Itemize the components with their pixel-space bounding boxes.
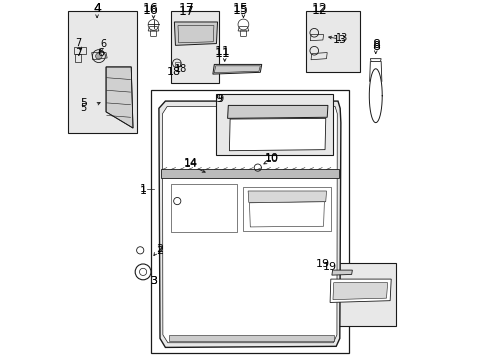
Text: 2: 2: [156, 246, 163, 256]
Text: 9: 9: [215, 94, 222, 104]
Text: 9: 9: [217, 94, 223, 104]
Text: 3: 3: [150, 276, 157, 286]
Polygon shape: [331, 270, 352, 275]
Text: 1: 1: [139, 184, 146, 194]
Polygon shape: [329, 279, 390, 302]
Text: 19: 19: [322, 261, 336, 271]
Polygon shape: [159, 101, 340, 347]
Text: 16: 16: [142, 4, 158, 17]
Text: 17: 17: [179, 2, 195, 15]
Text: 3: 3: [150, 276, 157, 286]
Polygon shape: [249, 202, 324, 227]
Text: 1: 1: [139, 186, 146, 196]
Text: 18: 18: [175, 64, 187, 74]
Text: 14: 14: [184, 159, 198, 169]
Text: 16: 16: [142, 2, 158, 15]
Text: 13: 13: [332, 35, 346, 45]
Text: 14: 14: [184, 158, 198, 168]
Bar: [323, 263, 395, 326]
Polygon shape: [162, 107, 337, 343]
Polygon shape: [174, 22, 217, 45]
Text: 7: 7: [75, 48, 82, 58]
Polygon shape: [161, 170, 338, 179]
Text: 2: 2: [156, 243, 163, 253]
Text: 4: 4: [93, 2, 101, 15]
Bar: [305, 11, 359, 72]
Polygon shape: [169, 335, 333, 341]
Circle shape: [220, 99, 227, 107]
Text: 12: 12: [311, 2, 327, 15]
Text: 10: 10: [264, 154, 279, 164]
Text: 15: 15: [232, 4, 248, 17]
Text: 13: 13: [335, 33, 347, 43]
Polygon shape: [212, 64, 261, 74]
Bar: [170, 11, 219, 83]
Bar: [215, 94, 332, 155]
Polygon shape: [229, 118, 325, 151]
Text: 15: 15: [232, 2, 248, 15]
Text: 6: 6: [97, 48, 104, 58]
Text: 8: 8: [371, 38, 379, 51]
Text: 19: 19: [315, 258, 329, 269]
Text: 5: 5: [80, 98, 87, 108]
Polygon shape: [332, 283, 387, 300]
Bar: [169, 245, 333, 331]
Text: 5: 5: [80, 103, 86, 113]
Text: 4: 4: [93, 2, 101, 15]
Text: 11: 11: [215, 45, 230, 58]
Bar: [169, 180, 334, 238]
Bar: [151, 90, 348, 353]
Polygon shape: [242, 187, 330, 230]
Polygon shape: [227, 105, 327, 118]
Text: 7: 7: [75, 38, 81, 48]
Text: 6: 6: [100, 39, 106, 49]
Text: 17: 17: [179, 5, 195, 18]
Bar: [171, 248, 330, 328]
Circle shape: [96, 53, 102, 59]
Text: 12: 12: [311, 4, 327, 17]
Text: 8: 8: [371, 40, 379, 53]
Polygon shape: [106, 67, 133, 128]
Polygon shape: [247, 191, 326, 202]
Text: 10: 10: [264, 153, 279, 163]
Text: 11: 11: [215, 47, 230, 60]
Text: 18: 18: [167, 67, 181, 77]
Polygon shape: [170, 184, 237, 232]
Bar: [68, 11, 136, 134]
